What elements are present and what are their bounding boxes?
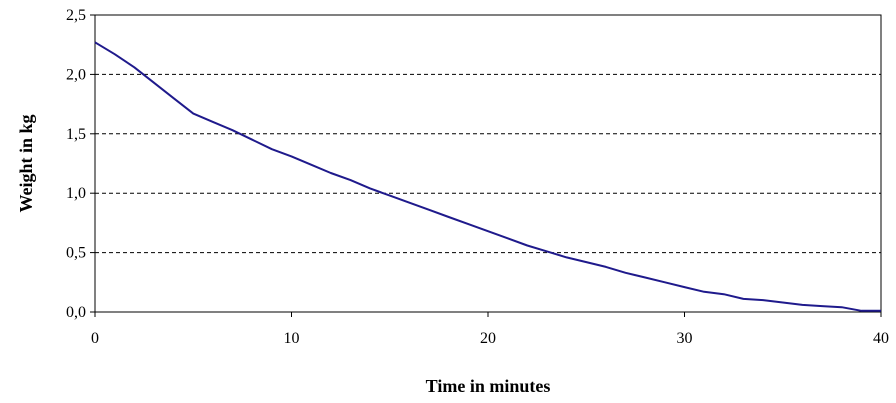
x-tick-label-1: 10 [284, 330, 300, 347]
y-tick-label-0: 0,0 [66, 304, 86, 321]
y-axis-title: Weight in kg [16, 114, 36, 212]
plot-area-frame [94, 14, 882, 313]
y-tick-label-2: 1,0 [66, 185, 86, 202]
y-tick-label-5: 2,5 [66, 7, 86, 24]
gridlines [95, 73, 881, 254]
series-layer [94, 41, 881, 312]
x-axis-title: Time in minutes [426, 376, 551, 396]
x-tick-label-4: 40 [873, 330, 889, 347]
y-tick-label-1: 0,5 [66, 245, 86, 262]
x-tick-label-0: 0 [91, 330, 99, 347]
x-axis-ticks: 0 10 20 30 40 [91, 312, 889, 347]
x-tick-label-3: 30 [677, 330, 693, 347]
series-line-0 [94, 41, 881, 312]
y-tick-label-4: 2,0 [66, 66, 86, 83]
y-axis-ticks: 0,0 0,5 1,0 1,5 2,0 2,5 [66, 7, 95, 321]
x-tick-label-2: 20 [480, 330, 496, 347]
y-tick-label-3: 1,5 [66, 126, 86, 143]
